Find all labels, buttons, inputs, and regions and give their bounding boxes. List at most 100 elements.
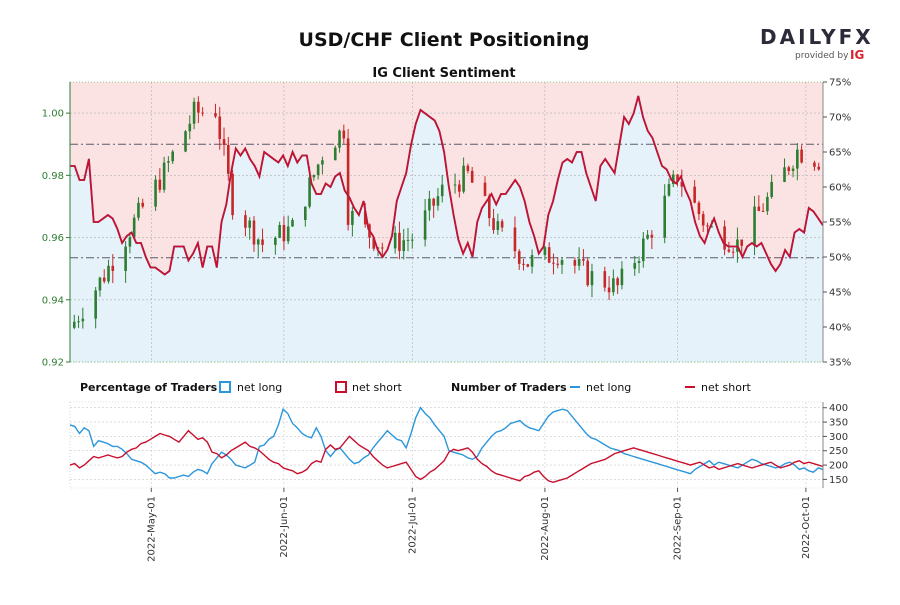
candle-body [543,247,547,256]
candle-body [248,220,251,228]
candle-body [706,225,709,227]
candle-body [731,251,735,253]
right-tick-label: 70% [829,113,851,124]
candle-body [676,174,679,182]
candle-body [222,139,226,146]
x-tick-label: 2022-Aug-01 [540,496,551,561]
x-tick-label: 2022-Sep-01 [673,496,684,560]
candle-body [94,290,97,319]
candle-body [312,175,316,178]
candle-body [261,239,264,245]
right-tick-label: 60% [829,183,851,194]
candle-body [766,196,769,212]
candle-body [586,260,589,286]
dailyfx-logo-text: DAILYFX [760,25,874,49]
x-tick-label: 2022-Jul-01 [407,496,418,554]
left-tick-label: 1.00 [42,109,64,120]
candle-body [796,149,799,169]
right-tick-label: 35% [829,358,851,369]
candle-body [633,262,637,269]
candle-body [616,278,619,286]
candle-body [102,277,106,282]
candle-body [398,232,401,252]
legend-number-title: Number of Traders [451,381,567,394]
candle-body [81,318,85,322]
candle-body [440,184,444,197]
bottom-tick-label: 300 [829,432,848,443]
bottom-tick-label: 250 [829,446,848,457]
candle-body [620,268,624,286]
candle-body [483,182,487,196]
candle-body [496,221,500,230]
candle-body [393,232,397,249]
legend-pct-long-label: net long [237,381,282,394]
provided-by-text: provided by [795,51,849,61]
ig-mark: IG [850,48,864,62]
candle-body [162,162,166,190]
candle-body [436,196,440,206]
candle-body [791,168,795,172]
candle-body [72,321,76,328]
candle-body [372,237,376,249]
candle-body [338,130,341,148]
candle-body [274,237,277,245]
candle-body [128,237,132,247]
right-tick-label: 45% [829,288,851,299]
candle-body [214,113,217,117]
candle-body [278,225,281,238]
candle-body [141,202,145,207]
candle-body [132,217,136,238]
candle-body [333,147,337,161]
candle-body [817,166,821,170]
candle-body [646,234,649,239]
candle-body [171,151,174,162]
right-tick-label: 40% [829,323,851,334]
right-tick-label: 50% [829,253,851,264]
candle-body [363,210,367,225]
bottom-tick-label: 150 [829,475,848,486]
left-tick-label: 0.96 [42,233,64,244]
candle-body [304,206,307,220]
candle-body [680,181,684,187]
candle-body [453,184,457,186]
candle-body [227,145,230,174]
candle-body [466,165,470,171]
price-candles [72,96,821,330]
candle-body [667,184,671,196]
dailyfx-logo: DAILYFX provided by IG [760,25,874,62]
net-long-count-line [69,406,824,479]
candle-body [462,165,465,192]
sentiment-lines [70,95,824,276]
candle-body [701,214,705,226]
candle-body [107,265,110,282]
right-tick-label: 75% [829,78,851,89]
candle-body [582,259,585,261]
candle-body [642,238,645,262]
candle-body [252,220,256,245]
candle-body [282,225,286,242]
candle-body [547,247,551,263]
candle-body [231,173,234,216]
candle-body [530,255,534,267]
candle-body [410,239,414,241]
candle-body [770,181,773,197]
candle-body [697,202,701,215]
candle-body [607,287,611,293]
candle-body [761,210,765,212]
candle-body [573,260,577,266]
candle-body [556,263,560,265]
bottom-tick-label: 200 [829,461,848,472]
candle-body [740,239,744,246]
net-short-area [70,82,823,275]
candle-body [753,206,756,246]
candle-body [342,130,346,139]
x-tick-label: 2022-May-01 [146,496,157,562]
candle-body [671,174,675,185]
candle-body [577,259,581,266]
candle-body [470,170,474,183]
x-tick-label: 2022-Jun-01 [279,496,290,558]
main-axes: 0.92 0.94 0.96 0.98 1.00 35% 40% 45% 50% 55% 60% 65… [42,78,852,369]
candle-body [487,195,491,219]
legend-num-short-label: net short [701,381,752,394]
